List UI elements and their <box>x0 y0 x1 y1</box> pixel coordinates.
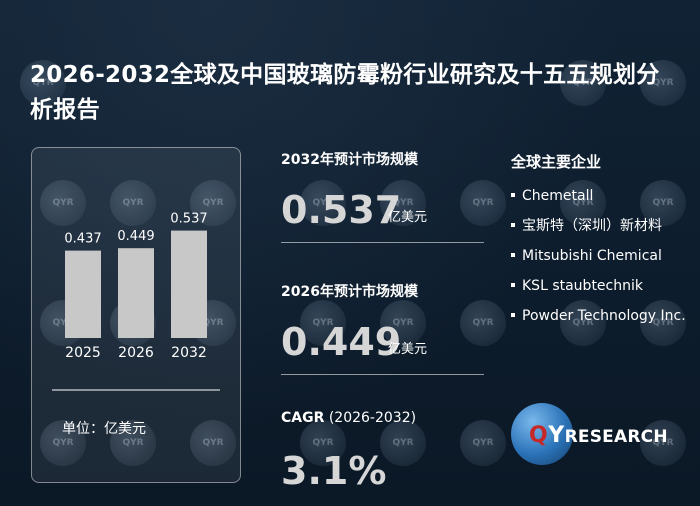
watermark-logo: QYR <box>110 420 156 466</box>
bar-2026 <box>118 248 154 338</box>
chart-panel: 0.437 2025 0.449 2026 0.537 2032 单位：亿美元 <box>31 147 241 483</box>
watermark-logo: QYR <box>560 180 606 226</box>
divider <box>281 242 484 243</box>
data-label-2026: 0.449 <box>117 229 154 244</box>
market-size-2032-heading: 2032年预计市场规模 <box>281 152 418 168</box>
watermark-logo: QYR <box>300 420 346 466</box>
market-size-2032-unit: 亿美元 <box>388 210 428 225</box>
cagr-heading: CAGR (2026-2032) <box>281 410 416 426</box>
qyresearch-logo: QYRESEARCH <box>511 403 691 465</box>
watermark-logo: QYR <box>640 300 686 346</box>
data-label-2032: 0.537 <box>170 212 207 227</box>
watermark-logo: QYR <box>40 420 86 466</box>
market-size-2032-value: 0.537 <box>281 188 402 232</box>
watermark-logo: QYR <box>380 420 426 466</box>
list-item: Chemetall <box>511 184 691 208</box>
watermark-logo: QYR <box>460 420 506 466</box>
category-label-2025: 2025 <box>65 345 101 361</box>
list-item: Mitsubishi Chemical <box>511 244 691 268</box>
watermark-logo: QYR <box>460 180 506 226</box>
watermark-logo: QYR <box>190 180 236 226</box>
watermark-logo: QYR <box>380 300 426 346</box>
category-label-2026: 2026 <box>118 345 154 361</box>
category-label-2032: 2032 <box>171 345 207 361</box>
bar-2032 <box>171 230 207 338</box>
watermark-logo: QYR <box>640 60 686 106</box>
company-list: Chemetall 宝斯特（深圳）新材料 Mitsubishi Chemical… <box>511 184 691 334</box>
list-item: 宝斯特（深圳）新材料 <box>511 214 691 238</box>
cagr-value: 3.1% <box>281 449 387 493</box>
logo-wordmark: QYRESEARCH <box>529 423 668 448</box>
watermark-logo: QYR <box>560 60 606 106</box>
watermark-logo: QYR <box>640 180 686 226</box>
watermark-logo: QYR <box>640 420 686 466</box>
list-item: Powder Technology Inc. <box>511 304 691 328</box>
watermark-logo: QYR <box>190 420 236 466</box>
watermark-logo: QYR <box>380 180 426 226</box>
list-item: KSL staubtechnik <box>511 274 691 298</box>
watermark-logo: QYR <box>40 180 86 226</box>
bar-chart: 0.437 2025 0.449 2026 0.537 2032 <box>52 212 220 391</box>
market-size-2026-unit: 亿美元 <box>388 342 428 357</box>
companies-heading: 全球主要企业 <box>511 153 602 171</box>
market-size-2026-heading: 2026年预计市场规模 <box>281 284 418 300</box>
watermark-logo: QYR <box>300 300 346 346</box>
divider <box>281 374 484 375</box>
watermark-logo: QYR <box>300 180 346 226</box>
watermark-logo: QYR <box>110 180 156 226</box>
watermark-logo: QYR <box>20 60 66 106</box>
market-size-2026-value: 0.449 <box>281 320 402 364</box>
cagr-label: CAGR <box>281 410 325 426</box>
watermark-logo: QYR <box>560 300 606 346</box>
chart-unit-label: 单位：亿美元 <box>62 421 146 437</box>
watermark-logo: QYR <box>460 300 506 346</box>
cagr-period: (2026-2032) <box>324 410 417 426</box>
bar-2025 <box>65 250 101 338</box>
data-label-2025: 0.437 <box>64 232 101 247</box>
page-title: 2026-2032全球及中国玻璃防霉粉行业研究及十五五规划分析报告 <box>30 62 660 123</box>
globe-icon <box>511 403 573 465</box>
